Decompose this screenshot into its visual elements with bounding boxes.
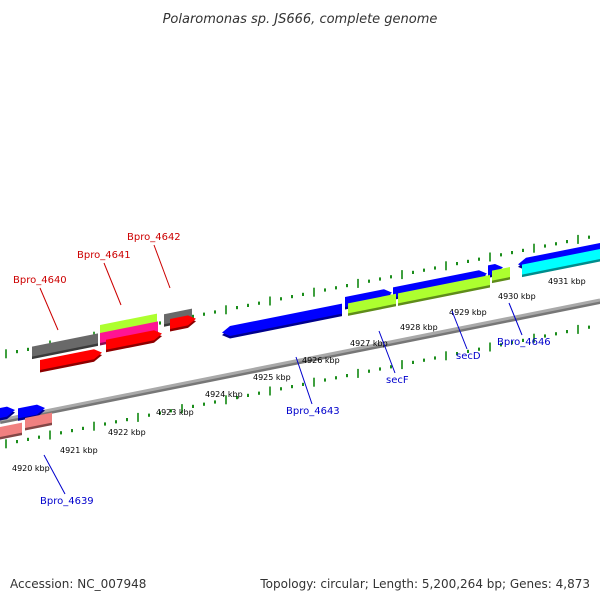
gene-label-leader [103,262,122,306]
gene-label-leader [39,287,59,331]
kbp-label: 4930 kbp [498,292,536,301]
backbone-layer [0,298,600,424]
gene-label-leader [153,244,171,289]
kbp-label: 4927 kbp [350,339,388,348]
kbp-label: 4926 kbp [302,356,340,365]
kbp-label: 4928 kbp [400,323,438,332]
gene-feature[interactable] [0,406,15,418]
gene-feature[interactable] [492,267,510,281]
gene-feature[interactable] [40,349,102,370]
gene-label[interactable]: secD [456,351,481,362]
gene-layer [0,243,600,440]
gene-label[interactable]: Bpro_4642 [127,232,181,243]
gene-feature[interactable] [25,412,52,428]
gene-label[interactable]: secF [386,375,409,386]
accession-text: Accession: NC_007948 [10,577,147,591]
kbp-label: 4931 kbp [548,277,586,286]
gene-feature[interactable] [100,313,157,335]
gene-label-leader [43,454,66,495]
gene-feature[interactable] [398,275,490,304]
gene-label[interactable]: Bpro_4641 [77,250,131,261]
gene-label[interactable]: Bpro_4640 [13,275,67,286]
gene-feature[interactable] [18,404,45,419]
kbp-label: 4924 kbp [205,390,243,399]
gene-label-leader [378,330,396,374]
gene-label[interactable]: Bpro_4646 [497,337,551,348]
kbp-label: 4923 kbp [156,408,194,417]
kbp-label: 4921 kbp [60,446,98,455]
gene-feature[interactable] [0,422,22,437]
gene-feature[interactable] [32,333,98,357]
kbp-label: 4920 kbp [12,464,50,473]
gene-feature[interactable] [522,249,600,275]
gene-label-leader [508,302,523,336]
gene-feature[interactable] [100,321,158,343]
topology-summary-text: Topology: circular; Length: 5,200,264 bp… [260,577,590,591]
gene-feature[interactable] [222,303,342,336]
kbp-label: 4925 kbp [253,373,291,382]
gene-label-leader [295,356,313,405]
gene-label[interactable]: Bpro_4643 [286,406,340,417]
gene-label-layer: Bpro_4640 Bpro_4641 Bpro_4642 Bpro_4639 Bpro… [13,232,551,507]
kbp-label: 4929 kbp [449,308,487,317]
gene-feature[interactable] [348,293,396,314]
gene-label-leader [451,310,468,350]
map-title: Polaromonas sp. JS666, complete genome [163,12,438,27]
gene-feature[interactable] [170,315,196,329]
gene-feature[interactable] [106,330,162,350]
kbp-label-layer: 4920 kbp 4921 kbp 4922 kbp 4923 kbp 4924 kbp… [12,277,586,473]
backbone-line [0,298,600,422]
gene-label[interactable]: Bpro_4639 [40,496,94,507]
gene-feature[interactable] [488,264,503,276]
kbp-label: 4922 kbp [108,428,146,437]
